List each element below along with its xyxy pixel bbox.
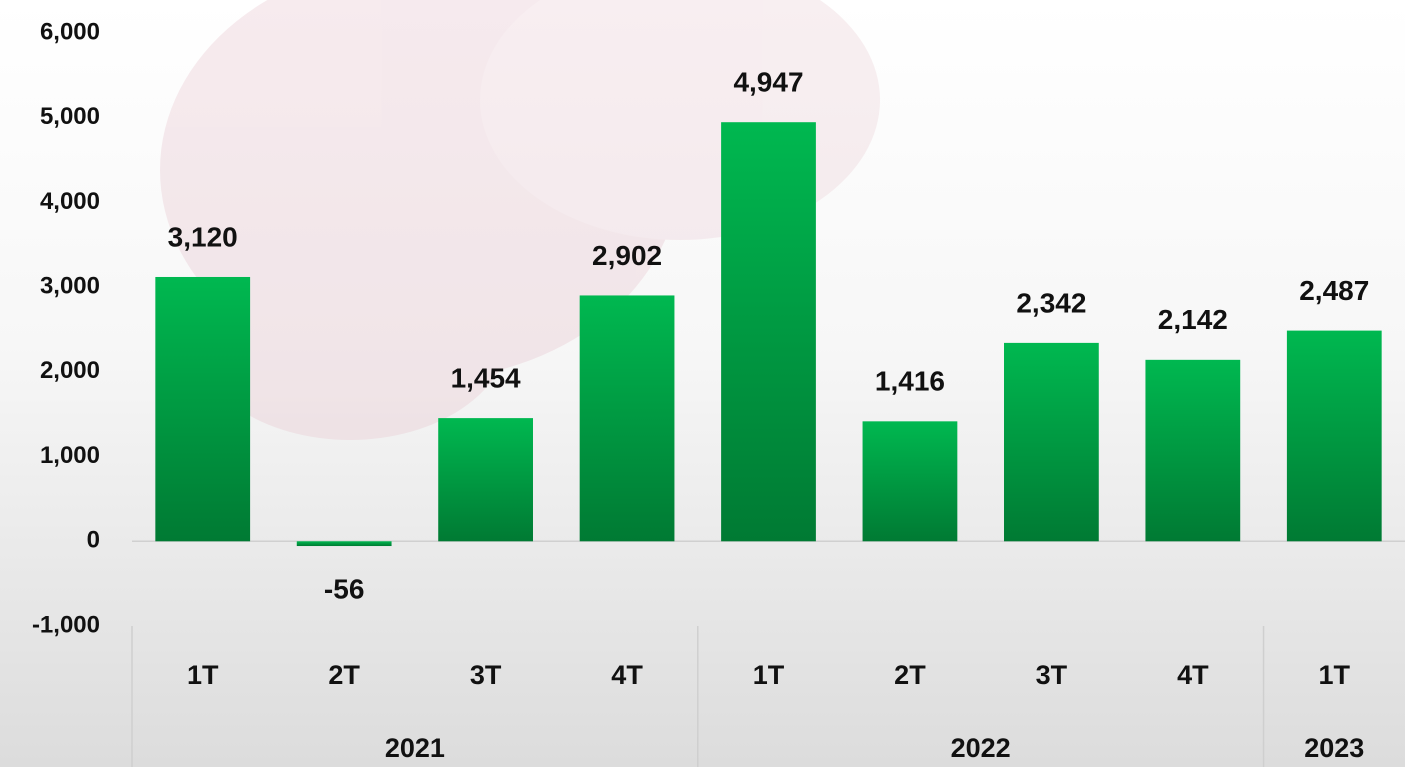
data-label: -56 xyxy=(324,574,364,605)
x-tick-label: 1T xyxy=(1319,660,1351,690)
bar xyxy=(579,295,675,542)
data-label: 4,947 xyxy=(733,67,803,98)
data-label: 2,342 xyxy=(1016,287,1086,318)
bar xyxy=(1145,359,1241,542)
group-label: 2022 xyxy=(951,733,1011,763)
x-tick-label: 2T xyxy=(328,660,360,690)
x-tick-label: 4T xyxy=(1177,660,1209,690)
data-label: 2,487 xyxy=(1299,275,1369,306)
data-label: 1,454 xyxy=(451,363,521,394)
y-tick-label: 5,000 xyxy=(40,103,100,130)
x-tick-label: 3T xyxy=(470,660,502,690)
x-tick-label: 4T xyxy=(611,660,643,690)
data-label: 3,120 xyxy=(168,221,238,252)
y-tick-label: 2,000 xyxy=(40,357,100,384)
group-label: 2021 xyxy=(385,733,445,763)
y-tick-label: 0 xyxy=(87,527,100,554)
group-label: 2023 xyxy=(1304,733,1364,763)
x-tick-label: 3T xyxy=(1036,660,1068,690)
data-label: 2,142 xyxy=(1158,304,1228,335)
y-tick-label: -1,000 xyxy=(32,611,100,638)
bar xyxy=(438,418,533,542)
x-tick-label: 2T xyxy=(894,660,926,690)
y-tick-label: 1,000 xyxy=(40,442,100,469)
y-tick-label: 6,000 xyxy=(40,18,100,45)
y-tick-label: 4,000 xyxy=(40,188,100,215)
x-tick-label: 1T xyxy=(753,660,785,690)
y-tick-label: 3,000 xyxy=(40,272,100,299)
bar xyxy=(862,421,958,542)
bar xyxy=(1286,330,1382,542)
data-label: 2,902 xyxy=(592,240,662,271)
bar xyxy=(721,122,816,542)
x-tick-label: 1T xyxy=(187,660,219,690)
data-label: 1,416 xyxy=(875,366,945,397)
bar xyxy=(296,541,392,547)
bar xyxy=(1004,342,1099,542)
bar xyxy=(155,276,251,542)
